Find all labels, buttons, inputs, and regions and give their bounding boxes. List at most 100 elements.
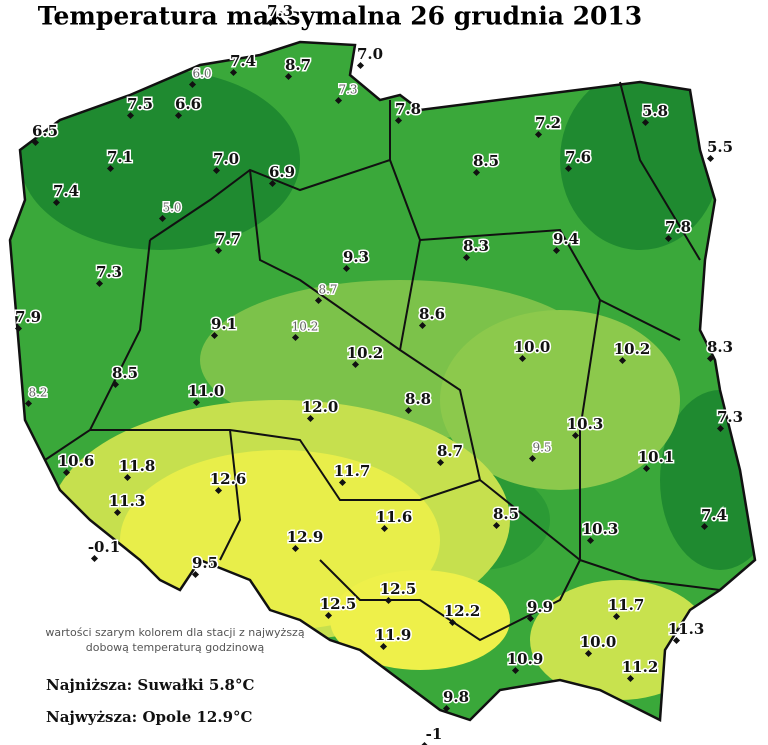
station-marker (380, 524, 389, 533)
station-marker (123, 473, 132, 482)
station-value: 7.0 (213, 150, 239, 168)
station-marker (106, 164, 115, 173)
station-marker (192, 398, 201, 407)
station-marker (24, 399, 33, 408)
station-marker (284, 72, 293, 81)
station-value: 12.5 (380, 580, 417, 598)
station-value: 7.9 (15, 308, 41, 326)
station-value: 7.3 (717, 408, 743, 426)
station-value: 10.2 (614, 340, 651, 358)
station-marker (462, 253, 471, 262)
station-value: 10.3 (582, 520, 619, 538)
station-marker (342, 264, 351, 273)
station-value: 11.0 (188, 382, 225, 400)
station-marker (700, 522, 709, 531)
station-value: 7.2 (535, 114, 561, 132)
station-marker (379, 642, 388, 651)
station-marker (612, 612, 621, 621)
station-marker (14, 324, 23, 333)
station-value: 8.6 (419, 305, 445, 323)
station-marker (404, 406, 413, 415)
station-value: 9.9 (527, 598, 553, 616)
station-value: 10.0 (514, 338, 551, 356)
station-value: 8.5 (473, 152, 499, 170)
station-marker (324, 611, 333, 620)
station-value: 7.8 (665, 218, 691, 236)
station-value: 11.6 (376, 508, 413, 526)
station-value: 8.5 (112, 364, 138, 382)
station-marker (314, 296, 323, 305)
station-marker (384, 596, 393, 605)
station-value: 7.6 (565, 148, 591, 166)
station-marker (418, 321, 427, 330)
station-value: 12.5 (320, 595, 357, 613)
station-marker (111, 380, 120, 389)
min-info: Najniższa: Suwałki 5.8°C (46, 676, 254, 694)
station-marker (351, 360, 360, 369)
station-marker (526, 614, 535, 623)
station-value: 8.8 (405, 390, 431, 408)
province-borders (44, 81, 721, 642)
station-value: 11.7 (334, 462, 371, 480)
station-marker (472, 168, 481, 177)
station-value: 7.4 (701, 506, 727, 524)
station-value: 10.2 (347, 344, 384, 362)
station-value: 7.3 (96, 263, 122, 281)
station-value: -0.1 (88, 538, 120, 556)
station-marker (210, 331, 219, 340)
station-value: 10.0 (580, 633, 617, 651)
station-value: 11.9 (375, 626, 412, 644)
station-marker (174, 111, 183, 120)
station-value: 11.7 (608, 596, 645, 614)
station-value: 7.5 (127, 95, 153, 113)
station-marker (394, 116, 403, 125)
title: Temperatura maksymalna 26 grudnia 2013 (38, 2, 642, 31)
station-marker (158, 214, 167, 223)
station-value: 8.2 (28, 386, 47, 400)
station-value: 5.5 (707, 138, 733, 156)
station-value: 9.4 (553, 230, 579, 248)
station-value: 6.9 (269, 163, 295, 181)
station-value: 7.4 (53, 182, 79, 200)
station-value: 7.3 (338, 83, 357, 97)
station-marker (31, 138, 40, 147)
station-marker (191, 570, 200, 579)
station-value: 8.7 (318, 283, 337, 297)
station-marker (334, 96, 343, 105)
station-value: 12.6 (210, 470, 247, 488)
station-value: 9.3 (343, 248, 369, 266)
station-marker (356, 61, 365, 70)
station-value: 7.1 (107, 148, 133, 166)
station-marker (564, 164, 573, 173)
station-value: 12.2 (444, 602, 481, 620)
station-marker (436, 458, 445, 467)
station-marker (62, 468, 71, 477)
station-marker (672, 636, 681, 645)
station-value: 11.3 (109, 492, 146, 510)
station-value: 10.2 (292, 320, 319, 334)
station-marker (528, 454, 537, 463)
stations: 7.3 7.0 7.4 8.7 6.0 7.3 7.5 6.6 7.8 7.2 5.8 6.5 7.1 7… (13, 1, 745, 745)
station-marker (420, 741, 429, 745)
station-marker (291, 333, 300, 342)
station-value: 6.0 (192, 67, 211, 81)
station-value: 8.7 (437, 442, 463, 460)
station-marker (90, 554, 99, 563)
station-value: 7.8 (395, 100, 421, 118)
station-marker (618, 356, 627, 365)
station-value: 7.7 (215, 230, 241, 248)
station-value: 8.7 (285, 56, 311, 74)
station-value: 9.5 (192, 554, 218, 572)
station-marker (214, 246, 223, 255)
station-marker (571, 431, 580, 440)
station-value: 7.3 (267, 2, 293, 20)
station-value: 11.2 (622, 658, 659, 676)
station-value: 9.8 (443, 688, 469, 706)
station-marker (518, 354, 527, 363)
station-marker (212, 166, 221, 175)
station-value: 9.5 (532, 441, 551, 455)
station-marker (664, 234, 673, 243)
station-value: 11.8 (119, 457, 156, 475)
